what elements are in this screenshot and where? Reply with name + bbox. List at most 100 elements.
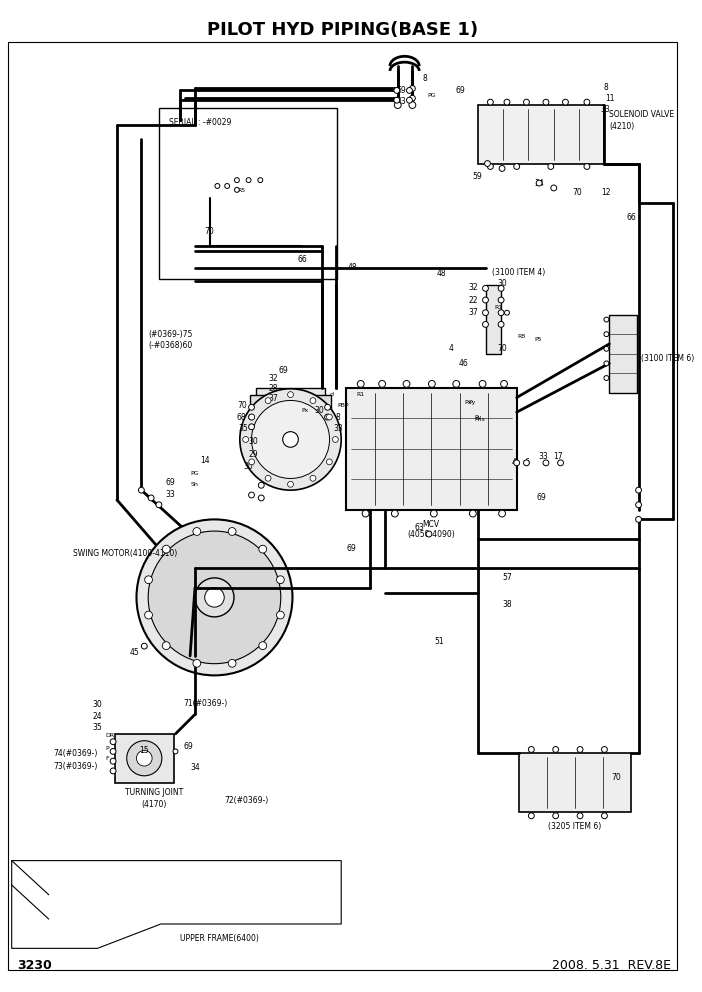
Circle shape bbox=[249, 414, 255, 420]
Text: Sh: Sh bbox=[191, 482, 199, 487]
Text: 2008. 5.31  REV.8E: 2008. 5.31 REV.8E bbox=[552, 959, 670, 972]
Circle shape bbox=[529, 812, 534, 818]
Circle shape bbox=[543, 460, 549, 466]
Circle shape bbox=[602, 747, 607, 752]
Text: SERIAL : -#0029: SERIAL : -#0029 bbox=[168, 118, 231, 127]
Text: 3230: 3230 bbox=[18, 959, 52, 972]
Text: 51: 51 bbox=[434, 637, 444, 646]
Text: 46: 46 bbox=[458, 359, 468, 368]
Circle shape bbox=[394, 97, 399, 103]
Circle shape bbox=[602, 812, 607, 818]
Text: R8: R8 bbox=[517, 333, 526, 338]
Text: 68: 68 bbox=[237, 413, 246, 422]
Circle shape bbox=[251, 401, 329, 478]
Circle shape bbox=[409, 101, 416, 108]
Circle shape bbox=[557, 460, 564, 466]
Circle shape bbox=[145, 575, 152, 583]
Text: PG: PG bbox=[428, 93, 436, 98]
Text: PBP: PBP bbox=[338, 403, 349, 408]
Circle shape bbox=[258, 178, 263, 183]
Circle shape bbox=[162, 546, 170, 553]
Circle shape bbox=[604, 317, 609, 322]
Text: (-#0368)60: (-#0368)60 bbox=[148, 341, 192, 350]
Text: 32: 32 bbox=[268, 374, 278, 383]
Circle shape bbox=[394, 87, 399, 93]
Circle shape bbox=[249, 459, 255, 465]
Circle shape bbox=[524, 460, 529, 466]
Text: F: F bbox=[105, 756, 109, 761]
Text: 12: 12 bbox=[602, 188, 611, 197]
Text: 8: 8 bbox=[336, 413, 340, 422]
Circle shape bbox=[487, 164, 494, 170]
Text: 71(#0369-): 71(#0369-) bbox=[183, 699, 227, 708]
Circle shape bbox=[484, 161, 491, 167]
Circle shape bbox=[552, 747, 559, 752]
Circle shape bbox=[498, 510, 505, 517]
Text: (4170): (4170) bbox=[141, 800, 166, 808]
Circle shape bbox=[136, 520, 293, 676]
Circle shape bbox=[482, 298, 489, 303]
Text: 8: 8 bbox=[603, 83, 608, 92]
Text: 33: 33 bbox=[600, 105, 610, 114]
Circle shape bbox=[552, 812, 559, 818]
Text: 11: 11 bbox=[606, 93, 615, 103]
Circle shape bbox=[234, 187, 239, 192]
Circle shape bbox=[283, 432, 298, 447]
Text: (#0369-)75: (#0369-)75 bbox=[148, 329, 192, 338]
Text: (4210): (4210) bbox=[609, 122, 635, 131]
Text: Px: Px bbox=[464, 400, 472, 405]
Bar bbox=[519, 753, 631, 811]
Text: (3100 ITEM 4): (3100 ITEM 4) bbox=[492, 268, 545, 277]
Text: 32: 32 bbox=[468, 283, 477, 292]
Text: 38: 38 bbox=[502, 600, 512, 609]
Circle shape bbox=[379, 381, 385, 387]
Bar bbox=[486, 286, 501, 354]
Circle shape bbox=[487, 99, 494, 105]
Circle shape bbox=[505, 310, 510, 315]
Circle shape bbox=[499, 166, 505, 172]
Text: 34: 34 bbox=[190, 764, 200, 773]
Circle shape bbox=[362, 510, 369, 517]
Text: 8: 8 bbox=[423, 74, 428, 83]
Circle shape bbox=[162, 642, 170, 650]
Text: TURNING JOINT: TURNING JOINT bbox=[125, 788, 183, 797]
Circle shape bbox=[406, 87, 412, 93]
Circle shape bbox=[249, 405, 254, 411]
Circle shape bbox=[110, 758, 116, 764]
Circle shape bbox=[249, 424, 254, 430]
Circle shape bbox=[428, 381, 435, 387]
Circle shape bbox=[324, 405, 331, 411]
Text: 69: 69 bbox=[456, 86, 465, 95]
Text: 30: 30 bbox=[314, 406, 324, 415]
Text: 69: 69 bbox=[346, 545, 356, 554]
Circle shape bbox=[392, 510, 398, 517]
Circle shape bbox=[514, 164, 519, 170]
Text: 15: 15 bbox=[140, 746, 149, 755]
Circle shape bbox=[635, 487, 642, 493]
Text: P: P bbox=[105, 746, 109, 751]
Circle shape bbox=[173, 749, 178, 754]
Text: 66: 66 bbox=[627, 212, 637, 221]
Text: 48: 48 bbox=[348, 263, 358, 273]
Circle shape bbox=[310, 398, 316, 404]
Circle shape bbox=[403, 381, 410, 387]
Circle shape bbox=[470, 510, 476, 517]
Circle shape bbox=[288, 481, 293, 487]
Circle shape bbox=[577, 812, 583, 818]
Text: (4050-4090): (4050-4090) bbox=[407, 530, 455, 539]
Text: 33: 33 bbox=[333, 425, 343, 434]
Text: P5: P5 bbox=[534, 336, 542, 341]
Circle shape bbox=[258, 495, 264, 501]
Text: UPPER FRAME(6400): UPPER FRAME(6400) bbox=[180, 934, 259, 943]
Circle shape bbox=[136, 751, 152, 766]
Circle shape bbox=[498, 310, 504, 315]
Text: 22: 22 bbox=[468, 296, 477, 305]
Circle shape bbox=[584, 164, 590, 170]
Circle shape bbox=[259, 546, 267, 553]
Circle shape bbox=[277, 575, 284, 583]
Text: 48: 48 bbox=[437, 269, 446, 278]
Text: 14: 14 bbox=[200, 456, 209, 465]
Circle shape bbox=[504, 99, 510, 105]
Text: d: d bbox=[329, 392, 333, 397]
Circle shape bbox=[551, 185, 557, 190]
